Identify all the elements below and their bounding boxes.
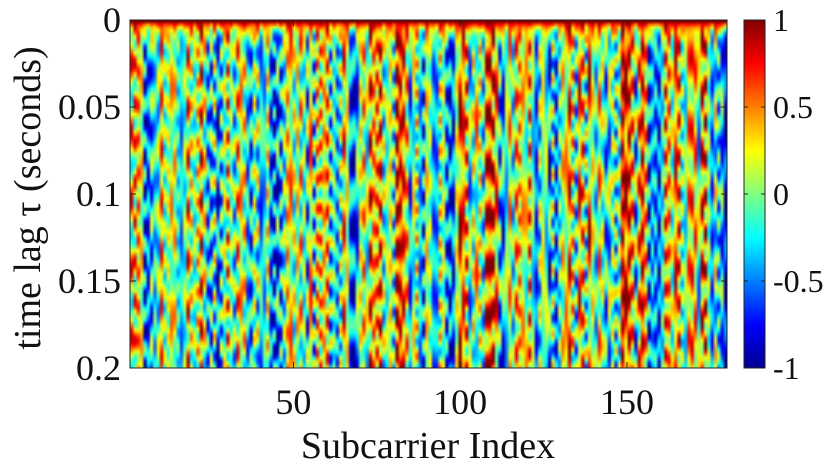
y-tick-label: 0.2 — [76, 348, 121, 388]
colorbar-tick-label: 0.5 — [773, 89, 813, 125]
x-tick-label: 150 — [600, 382, 654, 422]
colorbar-tick-label: -1 — [773, 350, 800, 386]
heatmap-cells — [130, 20, 727, 368]
y-tick-label: 0.05 — [58, 87, 121, 127]
x-axis: 50 100 150 — [275, 20, 654, 422]
y-tick-label: 0.1 — [76, 174, 121, 214]
colorbar-ticks: 1 0.5 0 -0.5 -1 — [744, 2, 824, 386]
y-tick-label: 0.15 — [58, 261, 121, 301]
colorbar-tick-label: -0.5 — [773, 263, 824, 299]
x-tick-label: 100 — [433, 382, 487, 422]
colorbar-tick-label: 0 — [773, 176, 789, 212]
x-tick-label: 50 — [275, 382, 311, 422]
x-axis-label: Subcarrier Index — [301, 425, 555, 467]
colorbar-tick-label: 1 — [773, 2, 789, 38]
y-axis: 0 0.05 0.1 0.15 0.2 — [58, 0, 727, 388]
y-axis-label: time lag τ (seconds) — [7, 46, 49, 349]
y-tick-label: 0 — [103, 0, 121, 40]
